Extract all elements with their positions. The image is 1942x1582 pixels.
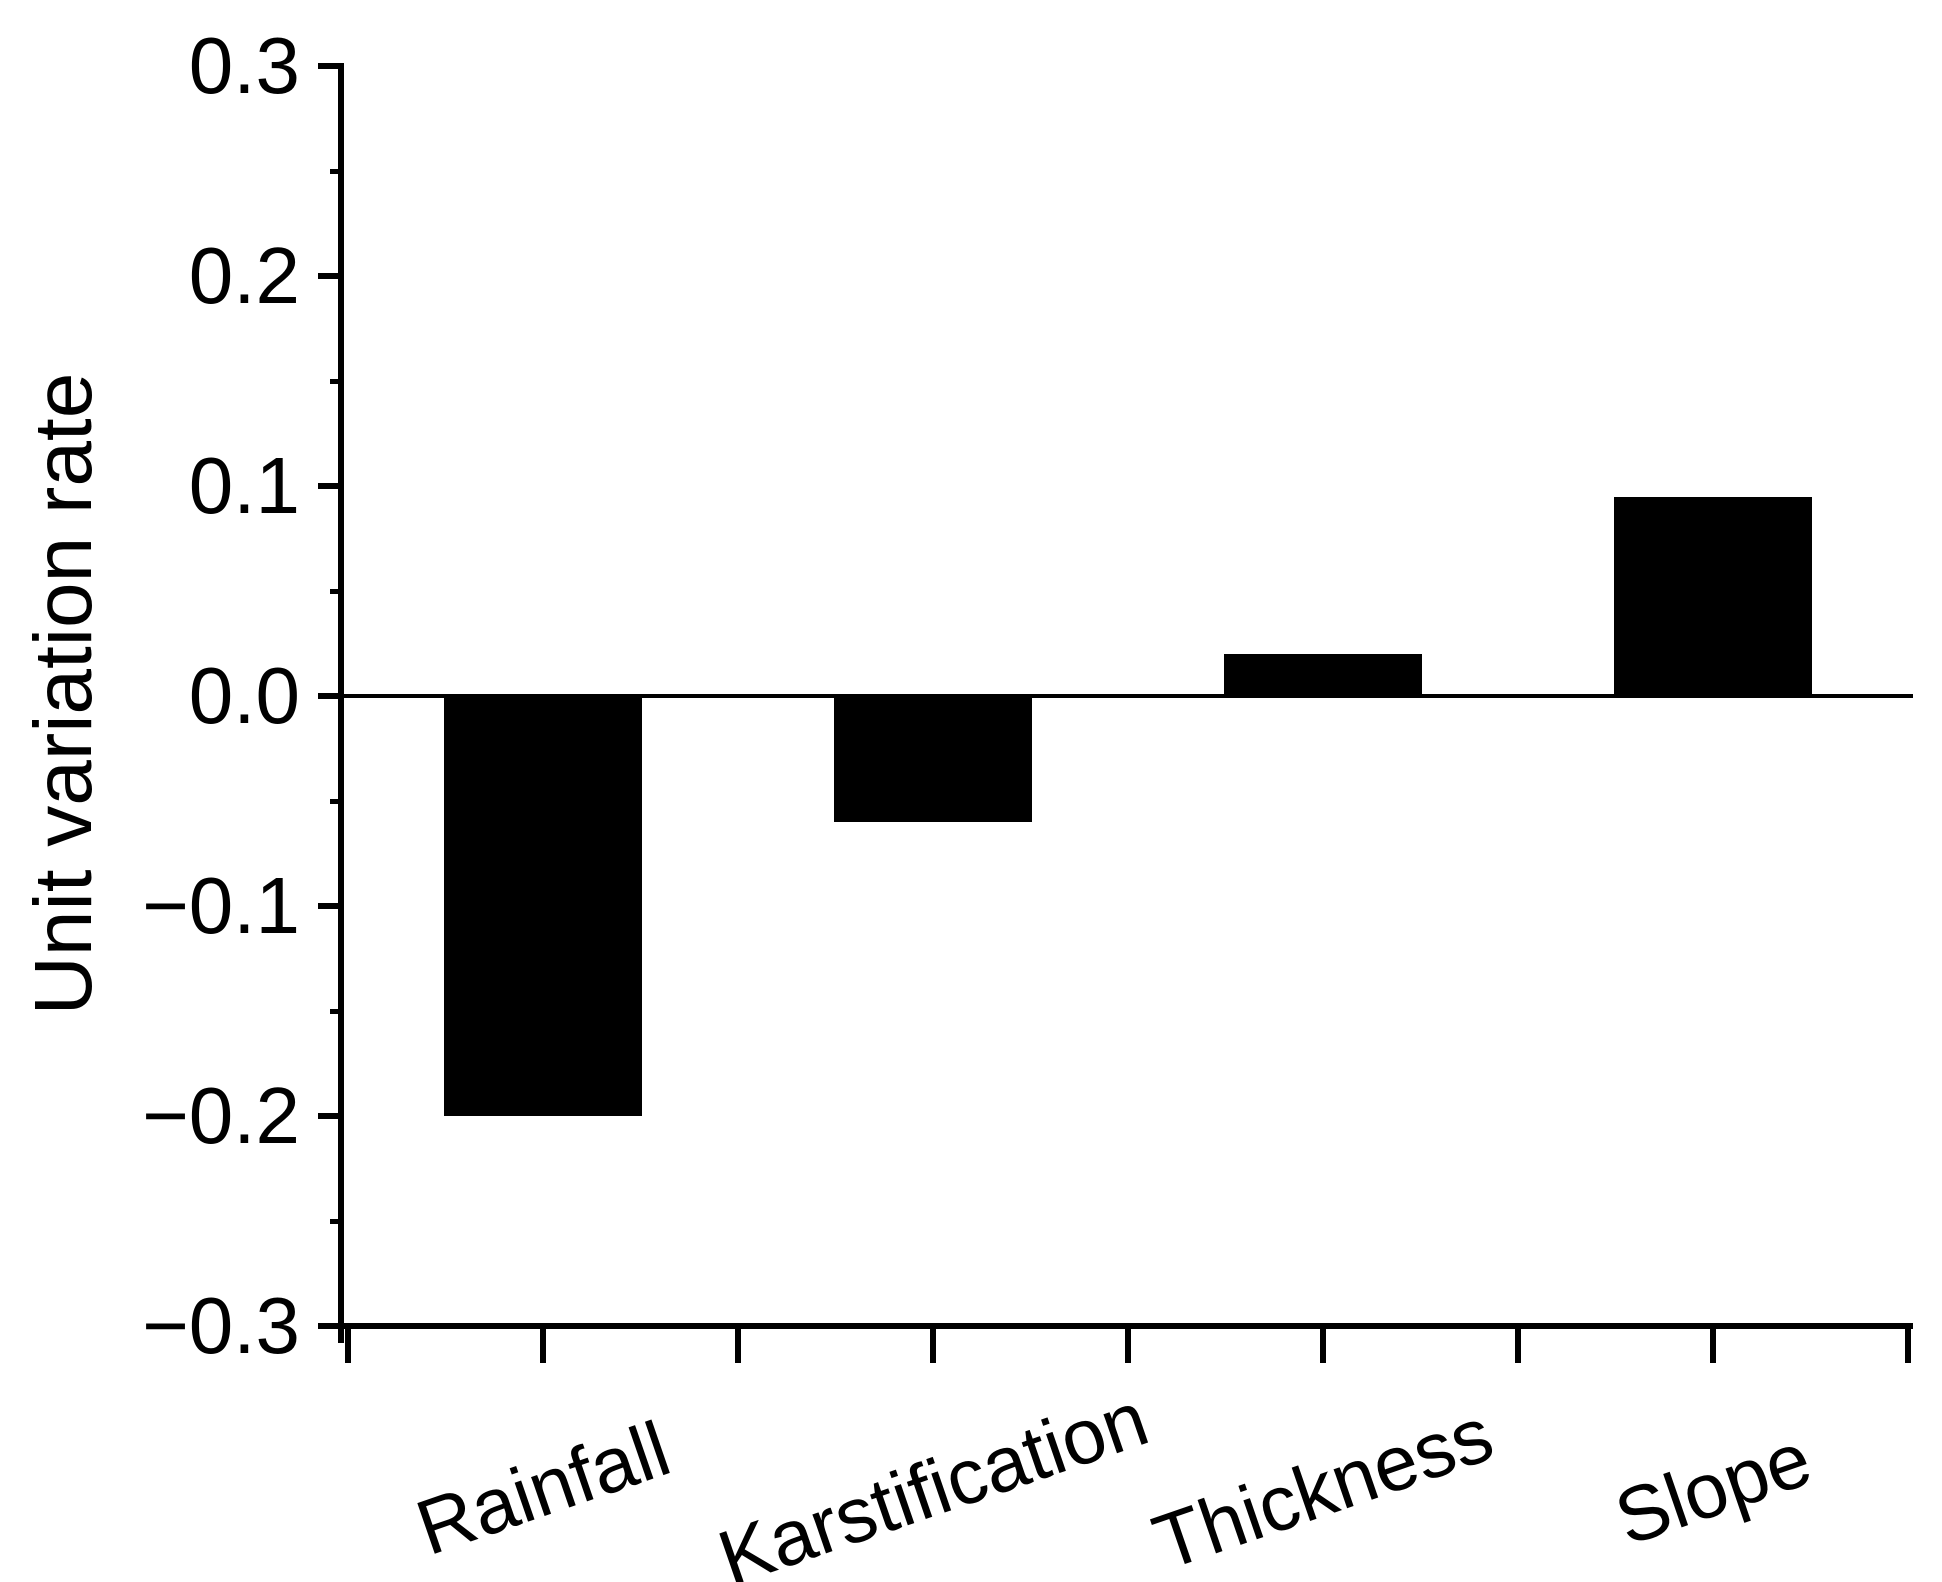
y-minor-tick [330, 1009, 344, 1014]
y-minor-tick [330, 1219, 344, 1224]
x-boundary-tick [735, 1329, 741, 1363]
y-minor-tick [330, 379, 344, 384]
bar [444, 696, 642, 1116]
y-tick-label: 0.0 [188, 651, 300, 740]
y-tick-label: 0.1 [188, 441, 300, 530]
y-major-tick [318, 273, 344, 279]
x-major-tick [1320, 1329, 1326, 1363]
x-axis-line [338, 1323, 1913, 1329]
x-tick-label: Karstification [707, 1373, 1159, 1582]
x-boundary-tick [1515, 1329, 1521, 1363]
zero-line [344, 694, 1913, 698]
x-boundary-tick [1905, 1329, 1911, 1363]
y-minor-tick [330, 169, 344, 174]
y-tick-label: −0.1 [142, 861, 300, 950]
x-boundary-tick [345, 1329, 351, 1363]
y-minor-tick [330, 589, 344, 594]
x-tick-label: Thickness [1142, 1389, 1504, 1582]
y-major-tick [318, 483, 344, 489]
y-major-tick [318, 1113, 344, 1119]
x-boundary-tick [1125, 1329, 1131, 1363]
y-major-tick [318, 693, 344, 699]
y-tick-label: −0.3 [142, 1281, 300, 1370]
y-tick-label: 0.2 [188, 231, 300, 320]
y-major-tick [318, 1323, 344, 1329]
bar [1614, 496, 1812, 696]
x-major-tick [930, 1329, 936, 1363]
bar [1224, 654, 1422, 696]
y-axis-line [338, 63, 344, 1343]
x-major-tick [540, 1329, 546, 1363]
y-major-tick [318, 903, 344, 909]
x-tick-label: Slope [1604, 1413, 1822, 1563]
x-major-tick [1710, 1329, 1716, 1363]
bar [834, 696, 1032, 822]
y-tick-label: −0.2 [142, 1071, 300, 1160]
y-major-tick [318, 63, 344, 69]
y-tick-label: 0.3 [188, 21, 300, 110]
x-tick-label: Rainfall [405, 1404, 681, 1572]
y-minor-tick [330, 799, 344, 804]
